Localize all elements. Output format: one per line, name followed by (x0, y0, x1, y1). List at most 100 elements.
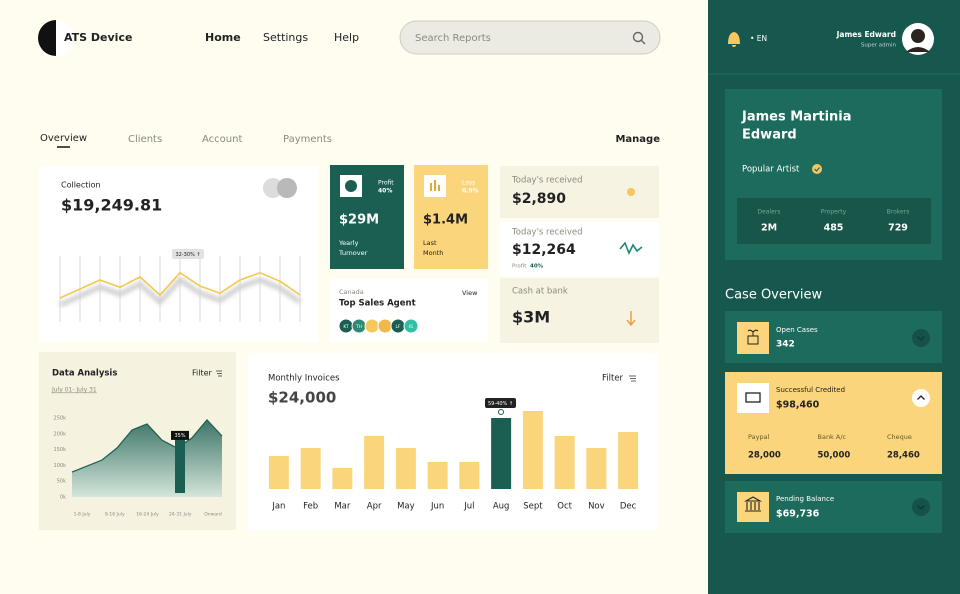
bar (618, 432, 639, 489)
tooltip (172, 249, 204, 259)
case-icon (743, 496, 763, 512)
tab[interactable]: Overview (40, 133, 87, 144)
tab[interactable]: Clients (128, 134, 162, 145)
status-dot (627, 188, 635, 196)
bar (522, 411, 543, 489)
stat-percent: 40% (378, 188, 392, 195)
x-tick-label: Jul (463, 502, 474, 512)
x-tick-label: Feb (303, 502, 318, 512)
highlight-bar (175, 431, 185, 493)
stat-caption: Month (423, 249, 443, 257)
card-amount: $24,000 (268, 389, 336, 407)
collapse-button[interactable] (912, 389, 930, 407)
chevron (917, 505, 925, 510)
country: Canada (339, 288, 364, 296)
expand-button[interactable] (912, 329, 930, 347)
tab[interactable]: Account (202, 134, 242, 145)
verified-icon (814, 167, 820, 172)
bell-icon[interactable] (728, 32, 740, 47)
avatar-initials: TH (355, 324, 362, 330)
filter-icon (629, 375, 636, 382)
bar (395, 448, 416, 489)
x-tick-label: Sept (523, 502, 543, 512)
invoices-card (248, 353, 658, 530)
expand-button[interactable] (912, 498, 930, 516)
profile-name: James Martinia (741, 110, 852, 125)
received-label: Today's received (511, 228, 583, 238)
card-title: Monthly Invoices (268, 374, 340, 384)
tooltip-text: 32-30% ↑ (175, 252, 200, 258)
x-tick-label: Jan (271, 502, 285, 512)
stats-box (737, 198, 931, 244)
manage-link[interactable]: Manage (615, 134, 660, 145)
logo (38, 20, 56, 56)
stat-title: Profit (378, 180, 394, 187)
user-avatar (911, 29, 925, 43)
x-tick-label: 16-24 July (136, 512, 159, 518)
line (59, 271, 301, 299)
search-box[interactable] (399, 20, 661, 55)
x-tick-label: Nov (588, 502, 605, 512)
nav-link[interactable]: Settings (263, 31, 308, 44)
breakdown-value: 28,000 (748, 451, 781, 461)
period: July 01- July 31 (51, 387, 97, 394)
stat-percent: 0.9% (462, 188, 479, 195)
case-value: $69,736 (776, 509, 820, 520)
language[interactable]: • EN (750, 34, 767, 43)
y-tick-label: 50k (57, 479, 66, 485)
received-amount: $12,264 (512, 242, 576, 258)
breakdown-value: 50,000 (818, 451, 851, 461)
bar (268, 456, 289, 489)
search-icon (641, 40, 646, 45)
avatar (364, 318, 380, 334)
card-label: Collection (61, 181, 101, 190)
brand: ATS Device (64, 31, 132, 44)
view-link[interactable]: View (462, 289, 478, 297)
avatar (403, 318, 419, 334)
case-icon (747, 329, 759, 345)
bar (491, 418, 512, 489)
area-line (71, 418, 223, 473)
icon (438, 185, 440, 191)
x-tick-label: 24-31 July (169, 512, 192, 518)
icon (434, 180, 436, 191)
avatar-initials: IS (409, 324, 413, 330)
x-tick-label: Mar (334, 502, 351, 512)
arrow-icon (626, 311, 636, 327)
section-title: Case Overview (725, 288, 823, 303)
x-tick-label: 9-16 July (105, 512, 125, 518)
filter-button[interactable]: Filter (602, 374, 624, 384)
toggle[interactable] (263, 178, 283, 198)
card-title: Data Analysis (52, 369, 117, 379)
tab[interactable]: Payments (283, 134, 332, 145)
case-value: 342 (776, 340, 795, 350)
chevron (917, 395, 925, 400)
toggle[interactable] (277, 178, 297, 198)
verified-icon (812, 164, 822, 174)
received-amount: $2,890 (512, 191, 566, 207)
stat-caption: Yearly (338, 239, 359, 247)
card-amount: $19,249.81 (61, 196, 162, 215)
x-tick-label: Onward (204, 512, 222, 518)
received-note-value: 40% (530, 264, 544, 270)
x-tick-label: Oct (557, 502, 572, 512)
icon (345, 180, 357, 192)
nav-link[interactable]: Help (334, 31, 359, 44)
bar (586, 448, 607, 489)
x-tick-label: Aug (493, 502, 510, 512)
stat-caption: Last (423, 239, 437, 247)
nav-link[interactable]: Home (205, 31, 241, 44)
x-tick-label: 1-8 July (74, 512, 91, 518)
logo (56, 20, 74, 56)
stat-label: Brokers (887, 209, 910, 216)
case-icon (745, 392, 761, 403)
case-icon (737, 383, 769, 413)
filter-button[interactable]: Filter (192, 369, 213, 378)
icon (430, 183, 432, 191)
bar (554, 436, 575, 489)
y-tick-label: 250k (54, 416, 67, 422)
bar (427, 462, 448, 489)
stat-label: Property (821, 209, 847, 216)
stat-value: 729 (888, 223, 908, 234)
